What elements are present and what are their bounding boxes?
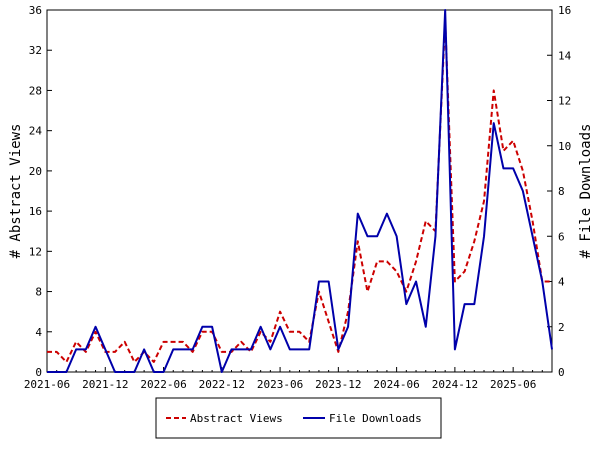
x-tick-label: 2023-06 bbox=[257, 378, 303, 391]
y-tick-label-right: 8 bbox=[558, 185, 565, 198]
y-tick-label-right: 2 bbox=[558, 321, 565, 334]
legend-label-file-downloads: File Downloads bbox=[329, 412, 422, 425]
plot-area bbox=[46, 9, 553, 373]
y-tick-label-right: 6 bbox=[558, 230, 565, 243]
series-line-file-downloads bbox=[47, 9, 553, 373]
y-tick-label-left: 0 bbox=[35, 366, 42, 379]
y-tick-label-right: 12 bbox=[558, 95, 571, 108]
y-tick-label-left: 32 bbox=[29, 44, 42, 57]
x-tick-label: 2024-06 bbox=[373, 378, 419, 391]
x-tick-label: 2022-06 bbox=[140, 378, 186, 391]
series-layer bbox=[47, 9, 553, 373]
legend-box bbox=[155, 397, 442, 439]
x-tick-label: 2021-12 bbox=[82, 378, 128, 391]
y-tick-label-right: 16 bbox=[558, 4, 571, 17]
y-tick-label-left: 16 bbox=[29, 205, 42, 218]
y-tick-label-left: 24 bbox=[29, 125, 43, 138]
y-tick-label-right: 10 bbox=[558, 140, 571, 153]
y-tick-label-right: 4 bbox=[558, 276, 565, 289]
y-tick-label-right: 0 bbox=[558, 366, 565, 379]
legend: Abstract Views File Downloads bbox=[155, 397, 442, 439]
y-tick-label-left: 20 bbox=[29, 165, 42, 178]
y-tick-label-left: 4 bbox=[35, 326, 42, 339]
x-tick-label: 2024-12 bbox=[432, 378, 478, 391]
y-tick-label-left: 12 bbox=[29, 245, 42, 258]
y-tick-label-left: 36 bbox=[29, 4, 42, 17]
y-tick-label-right: 14 bbox=[558, 49, 572, 62]
x-tick-label: 2025-06 bbox=[490, 378, 536, 391]
y-axis-title-right: # File Downloads bbox=[578, 124, 594, 259]
legend-label-abstract-views: Abstract Views bbox=[190, 412, 283, 425]
y-tick-label-left: 28 bbox=[29, 84, 42, 97]
x-tick-label: 2023-12 bbox=[315, 378, 361, 391]
x-tick-label: 2021-06 bbox=[24, 378, 70, 391]
y-tick-label-left: 8 bbox=[35, 286, 42, 299]
series-line-abstract-views bbox=[47, 19, 552, 363]
y-axis-title-left: # Abstract Views bbox=[8, 124, 24, 259]
x-tick-label: 2022-12 bbox=[199, 378, 245, 391]
